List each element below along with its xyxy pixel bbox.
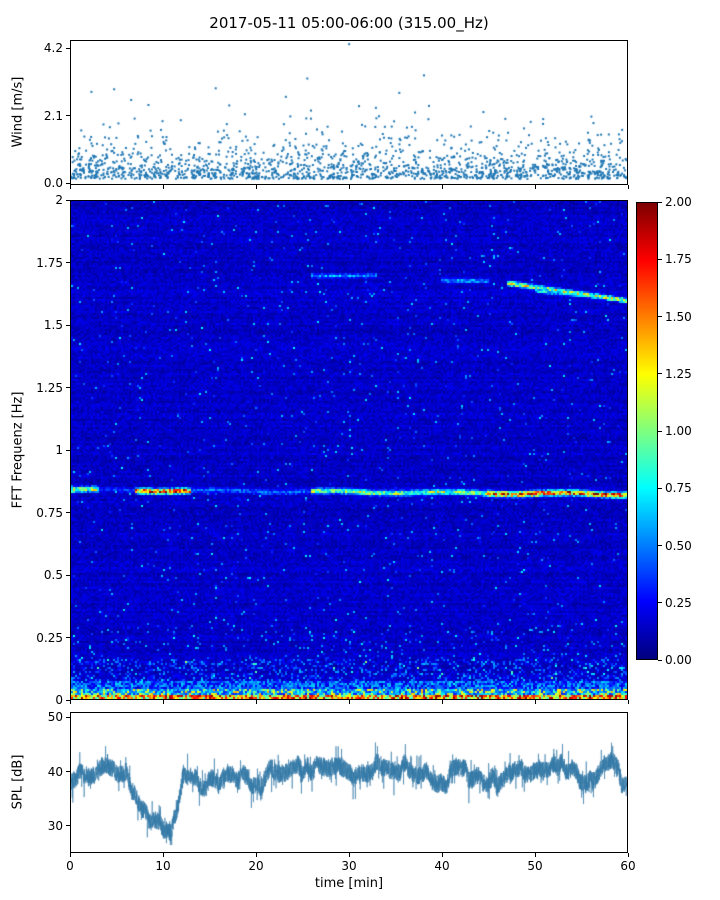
spl-xtick [627,853,629,857]
wind-xtick [627,185,629,189]
wind-axes [70,40,628,185]
spl-xtick [441,853,443,857]
wind-xtick [348,185,350,189]
spectrogram-ytick [66,574,70,576]
spl-ytick-label: 50 [47,710,63,725]
spl-xtick [69,853,71,857]
spl-ytick [66,771,70,773]
colorbar-tick [658,430,662,432]
colorbar-tick-label: 0.75 [665,481,692,496]
spectrogram-xtick [348,700,350,704]
spectrogram-ytick-label: 0.25 [36,630,63,645]
spectrogram-xtick [441,700,443,704]
spectrogram-ytick-label: 0.75 [36,505,63,520]
wind-ytick-label: 2.1 [43,108,63,123]
spectrogram-ytick-label: 1 [55,443,63,457]
colorbar-tick-label: 2.00 [665,195,692,209]
spl-ytick-label: 30 [47,818,63,833]
spectrogram-ytick-label: 0 [55,693,63,707]
spectrogram-ytick [66,699,70,701]
spl-ytick [66,825,70,827]
spectrogram-ytick-label: 2 [55,193,63,207]
spl-xtick [255,853,257,857]
x-axis-label: time [min] [314,876,384,891]
colorbar-tick [658,602,662,604]
spl-axes [70,712,628,853]
x-tick-label: 0 [66,859,74,873]
colorbar-tick-label: 0.00 [665,653,692,667]
colorbar [636,202,658,660]
spl-ytick-label: 40 [47,764,63,779]
spectrogram-xtick [255,700,257,704]
colorbar-tick-label: 1.50 [665,309,692,324]
x-tick-label: 10 [155,859,171,873]
spectrogram-xtick [534,700,536,704]
spl-xtick [162,853,164,857]
spectrogram-ytick [66,387,70,388]
wind-y-axis-label: Wind [m/s] [10,76,26,148]
wind-xtick [162,185,164,189]
wind-ytick [66,47,70,49]
x-tick-label: 30 [341,859,357,873]
spectrogram-ytick [66,637,70,638]
colorbar-tick [658,201,662,203]
spectrogram-ytick [66,449,70,451]
spl-line-canvas [71,713,627,852]
spl-y-axis-label: SPL [dB] [10,754,26,810]
x-tick-label: 40 [434,859,450,873]
wind-xtick [69,185,71,189]
spectrogram-xtick [69,700,71,704]
figure-title: 2017-05-11 05:00-06:00 (315.00_Hz) [209,14,489,32]
wind-scatter-canvas [71,41,627,184]
spectrogram-axes [70,200,628,700]
spectrogram-canvas [71,201,627,699]
spl-xtick [534,853,536,857]
wind-xtick [255,185,257,189]
colorbar-canvas [637,203,657,659]
colorbar-tick [658,487,662,489]
spectrogram-y-axis-label: FFT Frequenz [Hz] [10,391,26,509]
spectrogram-ytick-label: 1.25 [36,380,63,395]
spectrogram-ytick-label: 0.5 [43,568,63,582]
wind-ytick [66,115,70,117]
x-tick-label: 60 [620,859,636,873]
colorbar-tick [658,258,662,260]
x-tick-label: 50 [527,859,543,873]
spectrogram-ytick [66,512,70,513]
spectrogram-xtick [627,700,629,704]
wind-ytick-label: 4.2 [43,41,63,56]
colorbar-tick [658,316,662,317]
colorbar-tick-label: 0.50 [665,538,692,553]
x-tick-label: 20 [248,859,264,873]
wind-ytick-label: 0.0 [43,176,63,191]
spl-xtick [348,853,350,857]
wind-xtick [441,185,443,189]
colorbar-tick [658,659,662,661]
spectrogram-xtick [162,700,164,704]
colorbar-tick-label: 1.25 [665,366,692,381]
spectrogram-ytick [66,199,70,201]
colorbar-tick-label: 0.25 [665,595,692,610]
spectrogram-ytick-label: 1.75 [36,255,63,270]
wind-ytick [66,182,70,184]
spectrogram-ytick [66,262,70,263]
colorbar-tick [658,545,662,546]
colorbar-tick-label: 1.75 [665,252,692,267]
spectrogram-ytick-label: 1.5 [43,318,63,332]
spectrogram-ytick [66,324,70,326]
spl-ytick [66,716,70,718]
colorbar-tick [658,373,662,375]
colorbar-tick-label: 1.00 [665,424,692,438]
wind-xtick [534,185,536,189]
